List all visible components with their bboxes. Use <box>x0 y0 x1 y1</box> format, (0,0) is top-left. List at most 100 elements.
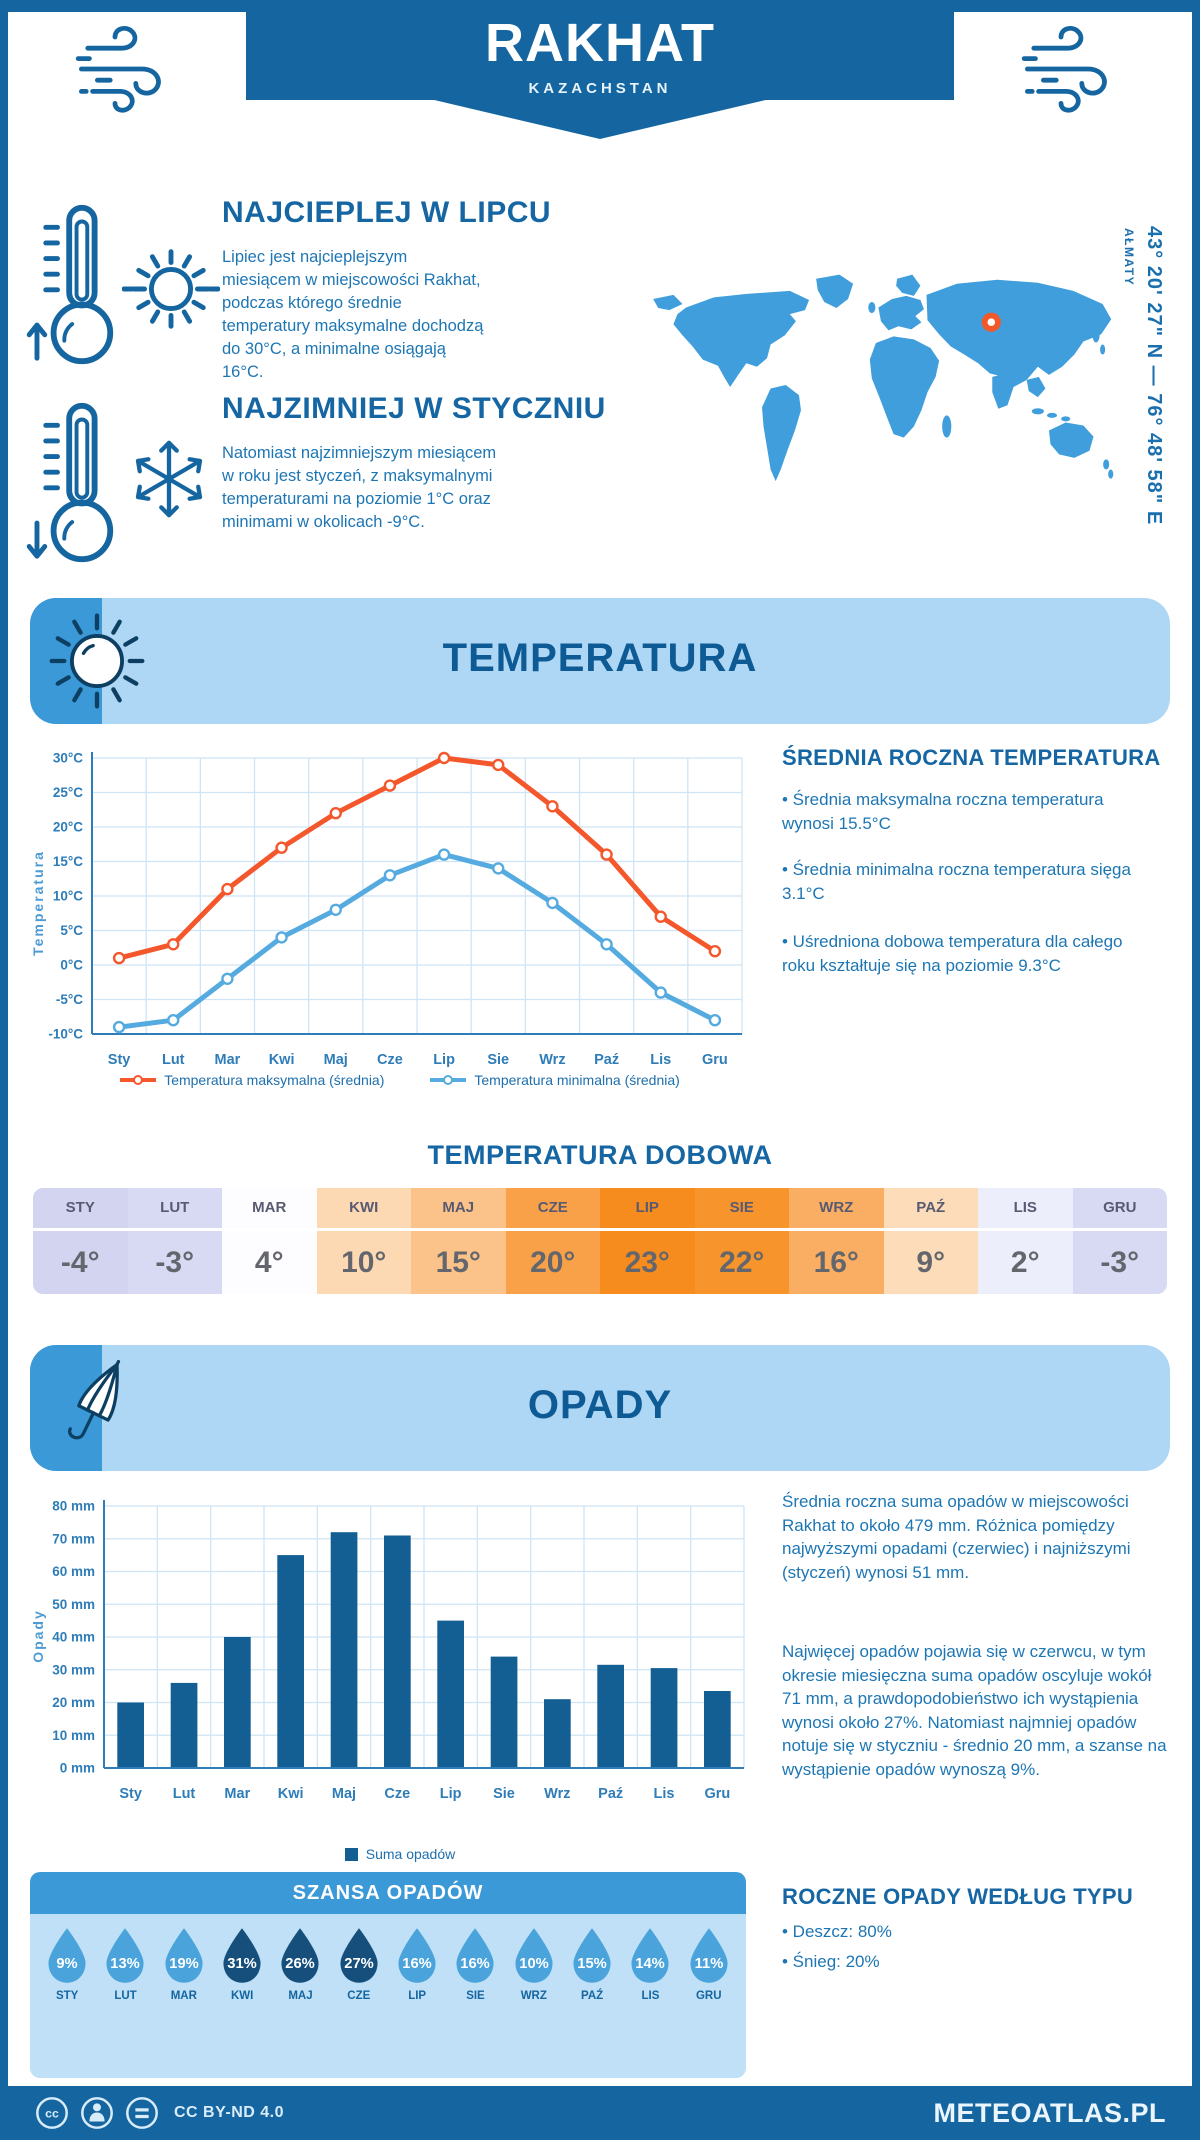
svg-text:Lut: Lut <box>173 1786 196 1802</box>
daily-temp-value: 22° <box>694 1231 789 1294</box>
bar-Paź <box>597 1664 624 1768</box>
svg-text:-10°C: -10°C <box>48 1027 83 1042</box>
svg-text:10%: 10% <box>519 1956 548 1972</box>
svg-text:10°C: 10°C <box>53 889 83 904</box>
svg-text:25°C: 25°C <box>53 785 83 800</box>
daily-month-label: SIE <box>694 1188 789 1231</box>
svg-text:11%: 11% <box>694 1956 723 1972</box>
raindrop-icon: 9% <box>48 1928 86 1983</box>
daily-month-column: LIS 2° <box>978 1188 1073 1294</box>
daily-month-column: STY -4° <box>33 1188 128 1294</box>
daily-temp-value: 23° <box>600 1231 695 1294</box>
svg-text:10 mm: 10 mm <box>52 1728 95 1743</box>
section-title-precipitation: OPADY <box>527 1383 673 1427</box>
svg-text:-5°C: -5°C <box>56 992 83 1007</box>
raindrop-cell: 15% PAŹ <box>563 1926 621 2002</box>
daily-temp-value: 16° <box>789 1231 884 1294</box>
temperature-chart-legend: Temperatura maksymalna (średnia) Temperat… <box>30 1072 770 1088</box>
svg-text:cc: cc <box>45 2107 59 2121</box>
precip-chance-title: SZANSA OPADÓW <box>30 1872 746 1914</box>
annual-temp-bullet: • Uśredniona dobowa temperatura dla całe… <box>782 932 1123 975</box>
raindrop-month-label: LIS <box>641 1990 660 2002</box>
svg-text:Sty: Sty <box>119 1786 142 1802</box>
svg-text:26%: 26% <box>286 1956 315 1972</box>
raindrop-icon: 26% <box>281 1928 320 1983</box>
svg-text:5°C: 5°C <box>60 923 83 938</box>
raindrop-cell: 16% SIE <box>446 1926 504 2002</box>
sun-icon <box>122 249 220 329</box>
daily-month-label: LUT <box>127 1188 222 1231</box>
page-title: RAKHAT <box>485 13 715 73</box>
raindrop-cell: 13% LUT <box>96 1926 154 2002</box>
svg-text:80 mm: 80 mm <box>52 1499 95 1514</box>
raindrop-icon: 15% <box>573 1928 611 1983</box>
svg-text:Cze: Cze <box>377 1052 403 1068</box>
svg-text:15°C: 15°C <box>53 854 83 869</box>
svg-text:Mar: Mar <box>224 1786 250 1802</box>
series-Temperatura maksymalna (średnia) <box>112 751 722 965</box>
x-axis-ticks: Sty Lut Mar Kwi Maj Cze Lip Sie Wrz Paź Lis Gru <box>108 1052 728 1068</box>
license-label: CC BY-ND 4.0 <box>174 2104 285 2121</box>
svg-text:14%: 14% <box>636 1956 665 1972</box>
svg-text:31%: 31% <box>227 1956 256 1972</box>
snowflake-icon <box>135 440 203 518</box>
page-subtitle: KAZACHSTAN <box>528 80 672 97</box>
daily-temp-table: STY -4° LUT -3° MAR 4° KWI 10° MAJ 15° CZE 20° LIP 23… <box>33 1188 1167 1294</box>
svg-text:Sie: Sie <box>487 1052 509 1068</box>
chart-grid <box>91 757 743 1035</box>
warm-text: Lipiec jest najcieplejszym miesiącem w m… <box>222 248 484 381</box>
raindrop-month-label: KWI <box>230 1990 254 2002</box>
daily-temp-heading: TEMPERATURA DOBOWA <box>427 1140 773 1170</box>
svg-text:20 mm: 20 mm <box>52 1695 95 1710</box>
annual-temp-bullet: • Średnia minimalna roczna temperatura s… <box>782 860 1131 903</box>
header-corner-right <box>954 12 1192 134</box>
daily-month-label: MAJ <box>411 1188 506 1231</box>
map-city-label: AŁMATY <box>1122 228 1136 287</box>
raindrop-month-label: CZE <box>347 1990 371 2002</box>
svg-text:Gru: Gru <box>704 1786 730 1802</box>
temperature-line-chart: -10°C -5°C 0°C 5°C 10°C 15°C 20°C 25°C 30°C Sty Lu… <box>48 751 743 1068</box>
daily-month-column: MAJ 15° <box>411 1188 506 1294</box>
precip-text-1: Średnia roczna suma opadów w miejscowośc… <box>782 1492 1131 1582</box>
raindrop-icon: 14% <box>631 1928 669 1983</box>
daily-temp-value: -4° <box>33 1231 128 1294</box>
svg-text:Paź: Paź <box>594 1052 619 1068</box>
raindrop-cell: 31% KWI <box>213 1926 271 2002</box>
daily-month-label: LIP <box>600 1188 695 1231</box>
bar-Cze <box>384 1535 411 1768</box>
daily-month-column: LUT -3° <box>127 1188 222 1294</box>
bar-Gru <box>704 1691 731 1768</box>
svg-text:40 mm: 40 mm <box>52 1630 95 1645</box>
header-corner-left <box>8 12 246 134</box>
daily-month-column: LIP 23° <box>600 1188 695 1294</box>
warm-heading: NAJCIEPLEJ W LIPCU <box>222 196 552 229</box>
daily-month-label: LIS <box>978 1188 1073 1231</box>
bar-Lut <box>170 1682 198 1768</box>
raindrop-cell: 19% MAR <box>155 1926 213 2002</box>
raindrop-cell: 26% MAJ <box>271 1926 329 2002</box>
raindrop-icon: 27% <box>340 1928 378 1983</box>
svg-text:Lip: Lip <box>440 1786 462 1802</box>
thermometer-down-icon <box>26 402 114 563</box>
daily-month-column: PAŹ 9° <box>883 1188 978 1294</box>
raindrop-icon: 10% <box>515 1928 553 1983</box>
daily-temp-value: 4° <box>222 1231 317 1294</box>
daily-month-label: STY <box>33 1188 128 1231</box>
legend-item: Temperatura maksymalna (średnia) <box>120 1072 384 1088</box>
bar-Sty <box>117 1702 144 1768</box>
cc-person-icon <box>81 2097 113 2129</box>
y-axis-ticks: -10°C -5°C 0°C 5°C 10°C 15°C 20°C 25°C 30°C <box>48 751 83 1042</box>
raindrop-icon: 16% <box>398 1928 436 1983</box>
precip-type-bullet: • Deszcz: 80% <box>782 1922 892 1941</box>
bar-Kwi <box>277 1555 304 1768</box>
legend-item: Suma opadów <box>344 1846 455 1862</box>
temperature-banner: TEMPERATURA <box>30 598 1170 724</box>
precip-type-heading: ROCZNE OPADY WEDŁUG TYPU <box>782 1884 1134 1909</box>
daily-temp-value: 15° <box>411 1231 506 1294</box>
daily-temp-value: -3° <box>127 1231 222 1294</box>
section-title-temperature: TEMPERATURA <box>442 636 758 680</box>
raindrop-month-label: STY <box>55 1990 79 2002</box>
svg-text:Maj: Maj <box>324 1052 348 1068</box>
raindrop-icon: 13% <box>106 1928 145 1983</box>
bars <box>117 1532 731 1768</box>
